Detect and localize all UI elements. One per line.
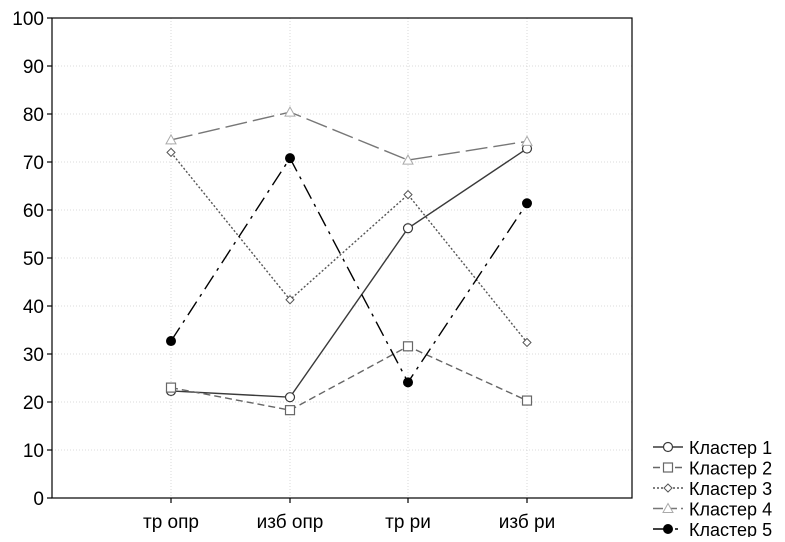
data-point: [521, 395, 533, 406]
legend-item: Кластер 3: [653, 479, 772, 499]
legend-label: Кластер 1: [689, 438, 772, 458]
data-point: [522, 198, 532, 209]
data-point: [285, 295, 295, 305]
series-line: [170, 345, 528, 411]
data-point: [662, 502, 674, 513]
data-point: [402, 223, 414, 234]
series-line: [170, 156, 528, 384]
data-point: [663, 524, 673, 534]
y-tick-label: 30: [23, 345, 44, 366]
legend-item: Кластер 4: [653, 500, 772, 520]
gridlines: [52, 17, 632, 499]
data-point: [166, 147, 176, 158]
x-tick-label: тр ри: [385, 512, 431, 533]
y-tick-label: 90: [23, 57, 44, 78]
series-line: [170, 147, 528, 398]
series-line: [170, 151, 528, 343]
legend-label: Кластер 4: [689, 500, 772, 520]
data-point: [521, 135, 533, 146]
series-line: [170, 111, 528, 161]
data-point: [402, 154, 414, 165]
data-point: [662, 462, 674, 473]
legend-item: Кластер 5: [653, 520, 772, 540]
data-point: [166, 336, 176, 347]
data-point: [402, 341, 414, 352]
y-tick-label: 80: [23, 105, 44, 126]
legend-item: Кластер 1: [653, 438, 772, 458]
y-tick-label: 60: [23, 201, 44, 222]
data-point: [284, 392, 296, 403]
data-point: [284, 405, 296, 416]
y-axis: 0 10 20 30 40 50 60 70 80 90 100: [12, 9, 52, 510]
data-point: [165, 133, 177, 145]
x-tick-label: изб ри: [499, 512, 555, 533]
y-tick-label: 20: [23, 393, 44, 414]
y-tick-label: 40: [23, 297, 44, 318]
series-1: [165, 143, 533, 403]
legend-item: Кластер 2: [653, 459, 772, 479]
series-5: [166, 153, 532, 388]
x-tick-label: изб опр: [257, 512, 324, 533]
x-tick-label: тр опр: [143, 512, 199, 533]
data-point: [284, 106, 296, 117]
legend-label: Кластер 5: [689, 520, 772, 537]
data-point: [663, 483, 673, 493]
data-point: [403, 377, 413, 388]
data-point: [285, 153, 295, 164]
series-3: [166, 147, 532, 348]
data-point: [165, 382, 177, 393]
y-tick-label: 0: [33, 489, 44, 510]
y-tick-label: 70: [23, 153, 44, 174]
legend-label: Кластер 2: [689, 459, 772, 479]
data-point: [403, 189, 413, 200]
y-tick-label: 10: [23, 441, 44, 462]
data-point: [662, 441, 674, 453]
y-tick-label: 100: [12, 9, 44, 30]
legend-label: Кластер 3: [689, 479, 772, 499]
series-4: [165, 106, 533, 165]
series-2: [165, 341, 533, 416]
x-axis: тр опр изб опр тр ри изб ри: [143, 498, 555, 533]
data-point: [522, 337, 532, 348]
y-tick-label: 50: [23, 249, 44, 270]
